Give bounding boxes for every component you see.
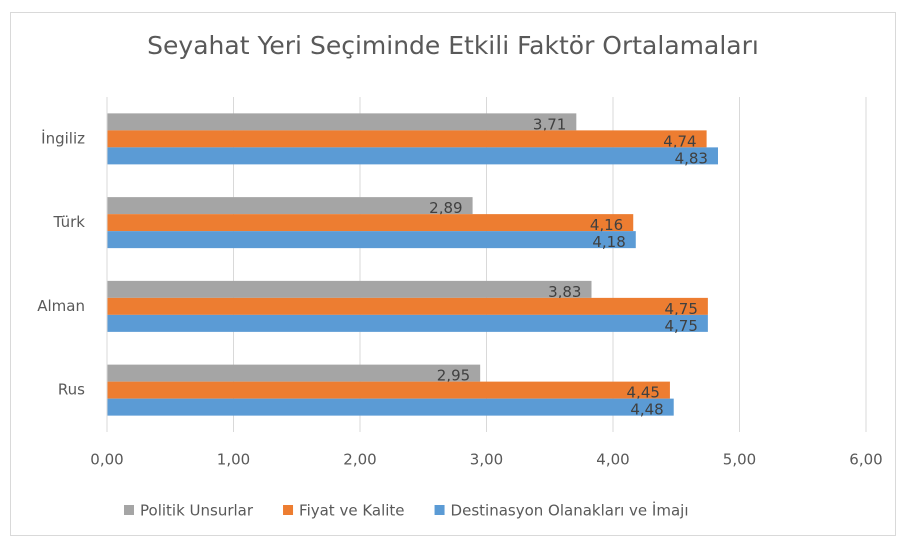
legend-swatch	[434, 505, 445, 515]
y-tick-label: Türk	[53, 213, 86, 231]
value-label: 2,95	[437, 367, 470, 385]
bar	[107, 130, 707, 148]
bar	[107, 381, 670, 399]
value-label: 2,89	[429, 199, 462, 217]
bar	[107, 147, 718, 165]
y-tick-label: Rus	[58, 381, 85, 399]
x-tick-label: 6,00	[849, 451, 882, 469]
value-label: 3,71	[533, 115, 566, 133]
bar	[107, 297, 708, 315]
x-tick-label: 3,00	[470, 451, 503, 469]
value-label: 4,18	[592, 233, 625, 251]
legend-label: Fiyat ve Kalite	[299, 502, 405, 520]
bar	[107, 231, 636, 249]
legend-swatch	[283, 505, 294, 515]
chart-border	[10, 12, 896, 536]
legend-label: Politik Unsurlar	[140, 502, 254, 520]
bar	[107, 113, 577, 131]
value-label: 4,45	[627, 384, 660, 402]
value-label: 4,75	[664, 317, 697, 335]
bar	[107, 214, 634, 232]
value-label: 4,16	[590, 216, 623, 234]
bar	[107, 280, 592, 298]
value-label: 3,83	[548, 283, 581, 301]
value-label: 4,83	[675, 149, 708, 167]
bar	[107, 314, 708, 332]
value-label: 4,75	[664, 300, 697, 318]
x-tick-label: 4,00	[596, 451, 629, 469]
y-tick-label: Alman	[37, 297, 85, 315]
x-tick-label: 0,00	[90, 451, 123, 469]
bar	[107, 197, 473, 215]
value-label: 4,48	[630, 401, 663, 419]
x-tick-label: 2,00	[343, 451, 376, 469]
bar	[107, 364, 481, 382]
value-label: 4,74	[663, 132, 696, 150]
x-tick-label: 5,00	[723, 451, 756, 469]
y-tick-label: İngiliz	[41, 128, 85, 147]
x-tick-label: 1,00	[217, 451, 250, 469]
bar	[107, 398, 674, 416]
legend-label: Destinasyon Olanakları ve İmajı	[451, 501, 689, 520]
chart-title: Seyahat Yeri Seçiminde Etkili Faktör Ort…	[147, 31, 759, 60]
legend-swatch	[124, 505, 134, 515]
